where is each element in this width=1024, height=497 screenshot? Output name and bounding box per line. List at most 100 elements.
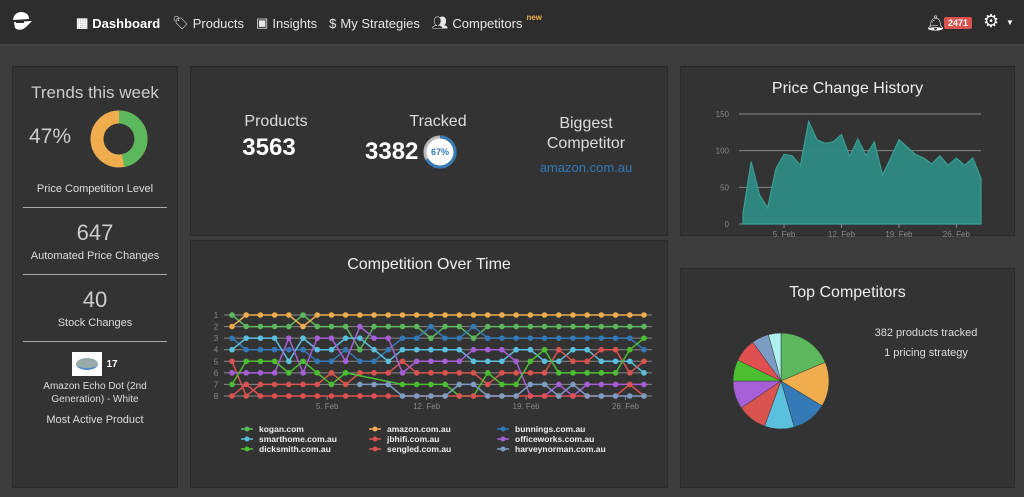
data-point bbox=[626, 393, 633, 399]
data-point bbox=[499, 370, 505, 376]
data-point bbox=[442, 346, 448, 353]
data-point bbox=[371, 358, 377, 365]
automated-count: 647 bbox=[76, 220, 114, 245]
price-history-title: Price Change History bbox=[771, 80, 924, 97]
biggest-label: Biggest Competitor bbox=[546, 115, 626, 152]
data-point bbox=[413, 335, 420, 341]
data-point bbox=[428, 323, 434, 330]
data-point bbox=[555, 323, 562, 330]
competition-percent: 47% bbox=[29, 125, 72, 148]
y-tick-label: 3 bbox=[214, 334, 219, 343]
x-tick-label: 26. Feb bbox=[612, 402, 640, 411]
x-tick-label: 26. Feb bbox=[943, 230, 971, 237]
data-point bbox=[641, 393, 647, 399]
data-point bbox=[300, 381, 306, 388]
product-label: Most Active Product bbox=[46, 414, 144, 426]
data-point bbox=[570, 312, 576, 318]
data-point bbox=[314, 393, 321, 399]
data-point bbox=[385, 358, 392, 365]
logo-icon[interactable] bbox=[10, 10, 34, 34]
data-point bbox=[499, 393, 505, 399]
y-tick-label: 4 bbox=[214, 346, 219, 355]
data-point bbox=[499, 346, 505, 353]
data-point bbox=[371, 323, 377, 330]
data-point bbox=[243, 323, 250, 330]
data-point bbox=[342, 393, 349, 399]
tag-icon: 🏷︎ bbox=[172, 15, 189, 30]
chevron-down-icon[interactable]: ▼ bbox=[1006, 18, 1014, 27]
data-point bbox=[300, 370, 306, 376]
data-point bbox=[243, 335, 250, 341]
data-point bbox=[598, 358, 605, 365]
data-point bbox=[399, 312, 406, 318]
data-point bbox=[357, 381, 363, 388]
series-line bbox=[231, 314, 644, 328]
biggest-competitor-link[interactable]: amazon.com.au bbox=[539, 160, 633, 175]
data-point bbox=[357, 370, 363, 376]
data-point bbox=[442, 393, 448, 399]
data-point bbox=[541, 358, 548, 365]
data-point bbox=[399, 381, 406, 388]
data-point bbox=[300, 323, 306, 330]
data-point bbox=[641, 381, 647, 388]
tracked-count: 3382 bbox=[365, 138, 419, 165]
series-amazon-com-au bbox=[229, 312, 647, 330]
product-thumbnail[interactable] bbox=[72, 352, 103, 376]
legend-label: amazon.com.au bbox=[387, 424, 451, 434]
data-point bbox=[527, 358, 534, 365]
data-point bbox=[286, 358, 292, 365]
data-point bbox=[484, 358, 491, 365]
data-point bbox=[314, 335, 321, 341]
series-line bbox=[231, 383, 645, 397]
y-tick-label: 8 bbox=[214, 392, 219, 401]
data-point bbox=[484, 323, 491, 330]
data-point bbox=[286, 335, 292, 341]
data-point bbox=[413, 370, 420, 376]
data-point bbox=[470, 346, 477, 353]
gear-icon[interactable]: ⚙ bbox=[983, 11, 1000, 31]
bell-icon[interactable]: 🔔︎ bbox=[926, 15, 946, 32]
nav-dashboard[interactable]: ▦ Dashboard bbox=[76, 15, 161, 31]
data-point bbox=[257, 312, 264, 318]
data-point bbox=[314, 358, 321, 365]
nav-products[interactable]: 🏷︎ Products bbox=[172, 15, 245, 31]
data-point bbox=[584, 393, 590, 399]
legend-marker bbox=[500, 446, 506, 452]
data-point bbox=[513, 370, 519, 376]
price-history-panel: Price Change History 0 50 100 150 5. Feb 12. … bbox=[680, 66, 1015, 237]
data-point bbox=[357, 358, 363, 365]
data-point bbox=[257, 381, 264, 388]
data-point bbox=[300, 312, 306, 318]
data-point bbox=[598, 381, 605, 388]
donut-value bbox=[90, 110, 148, 168]
legend-label: officeworks.com.au bbox=[515, 434, 594, 444]
x-tick-label: 12. Feb bbox=[828, 230, 856, 237]
nav-insights[interactable]: ▣ Insights bbox=[256, 15, 318, 31]
data-point bbox=[598, 335, 605, 341]
data-point bbox=[328, 335, 335, 341]
data-point bbox=[399, 346, 406, 353]
data-point bbox=[470, 393, 477, 399]
dashboard-icon: ▦ bbox=[76, 15, 89, 30]
competition-label: Price Competition Level bbox=[36, 183, 154, 195]
product-name[interactable]: Amazon Echo Dot (2nd Generation) - White bbox=[43, 381, 147, 405]
legend-label: jbhifi.com.au bbox=[386, 434, 439, 444]
series-line bbox=[231, 325, 645, 363]
data-point bbox=[513, 393, 519, 399]
data-point bbox=[513, 312, 519, 318]
data-point bbox=[342, 370, 349, 376]
data-point bbox=[442, 312, 448, 318]
data-point bbox=[371, 370, 377, 376]
data-point bbox=[513, 335, 519, 341]
legend-marker bbox=[244, 426, 250, 432]
data-point bbox=[499, 312, 505, 318]
nav-competitors[interactable]: 👥︎ Competitors new bbox=[431, 12, 543, 31]
data-point bbox=[484, 312, 491, 318]
notification-count[interactable]: 2471 bbox=[944, 17, 973, 29]
data-point bbox=[612, 381, 619, 388]
data-point bbox=[286, 346, 292, 353]
data-point bbox=[612, 335, 619, 341]
nav-my-strategies[interactable]: $ My Strategies bbox=[329, 15, 420, 31]
dollar-icon: $ bbox=[329, 15, 337, 31]
data-point bbox=[413, 323, 420, 330]
